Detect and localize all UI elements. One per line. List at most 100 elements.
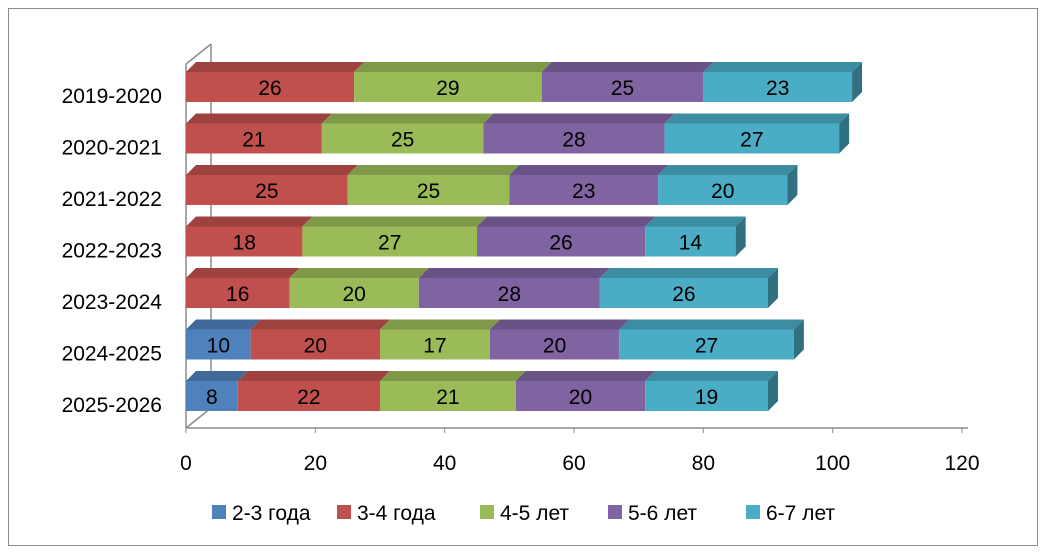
bar-segment: [186, 72, 355, 102]
bar-top-face: [302, 216, 487, 227]
data-label: 25: [391, 129, 414, 152]
bar-top-face: [664, 113, 850, 124]
bar-top-face: [418, 268, 610, 278]
bar-segment: [703, 72, 853, 102]
bar-top-face: [321, 113, 494, 124]
bar-segment: [186, 175, 348, 205]
bar-top-face: [515, 371, 656, 381]
legend-label: 5-6 лет: [628, 502, 697, 525]
bar-segment: [289, 278, 419, 308]
data-label: 20: [711, 180, 734, 203]
bar-side-face: [768, 371, 778, 411]
bar-segment: [380, 329, 490, 360]
data-label: 22: [297, 386, 320, 409]
bar-top-face: [237, 371, 390, 381]
data-label: 27: [695, 335, 718, 358]
bar-top-face: [186, 113, 332, 124]
data-label: 25: [255, 180, 278, 203]
bar-side-face: [768, 268, 778, 308]
bar-segment: [186, 123, 322, 154]
bar-segment: [186, 226, 303, 257]
bar-segment: [186, 381, 238, 411]
data-label: 21: [436, 386, 459, 409]
bar-top-face: [380, 319, 500, 330]
bar-top-face: [186, 216, 313, 227]
bar-top-face: [703, 62, 863, 72]
bar-segment: [619, 329, 794, 360]
x-tick-label: 20: [304, 452, 327, 475]
bar-segment: [477, 226, 646, 257]
bar-top-face: [186, 62, 365, 72]
y-tick-label: 2020-2021: [62, 137, 162, 160]
bar-segment: [380, 381, 516, 411]
legend-swatch: [480, 505, 494, 519]
bar-top-face: [186, 371, 248, 381]
data-label: 20: [569, 386, 592, 409]
bar-top-face: [483, 113, 675, 124]
bar-segment: [664, 123, 840, 154]
legend-swatch: [337, 505, 351, 519]
legend-swatch: [608, 505, 622, 519]
bar-segment: [599, 278, 768, 308]
x-tick-label: 60: [562, 452, 585, 475]
data-label: 14: [679, 232, 703, 255]
legend-label: 3-4 года: [357, 502, 436, 525]
legend-label: 2-3 года: [232, 502, 311, 525]
bar-top-face: [509, 165, 669, 175]
data-label: 20: [304, 335, 327, 358]
bar-top-face: [289, 268, 429, 278]
legend-label: 4-5 лет: [500, 502, 569, 525]
bar-top-face: [250, 319, 390, 330]
bar-top-face: [658, 165, 798, 175]
bar-top-face: [619, 319, 804, 330]
data-label: 27: [740, 129, 763, 152]
legend-label: 6-7 лет: [766, 502, 835, 525]
data-label: 28: [498, 283, 521, 306]
data-label: 25: [611, 77, 634, 100]
bar-top-face: [541, 62, 714, 72]
bar-segment: [186, 278, 290, 308]
bar-top-face: [645, 371, 778, 381]
x-tick-label: 100: [815, 452, 850, 475]
bar-top-face: [489, 319, 630, 330]
data-label: 21: [242, 129, 265, 152]
bar-side-face: [735, 216, 746, 257]
data-label: 16: [226, 283, 249, 306]
x-tick-label: 80: [692, 452, 715, 475]
bar-top-face: [347, 165, 520, 175]
bar-top-face: [186, 319, 261, 330]
axis-depth-line-top: [185, 43, 212, 65]
bar-side-face: [839, 113, 850, 154]
axis-depth-line-bottom: [185, 407, 212, 429]
data-label: 20: [342, 283, 365, 306]
bar-top-face: [186, 268, 300, 278]
bar-segment: [541, 72, 704, 102]
data-label: 23: [766, 77, 789, 100]
bar-top-face: [477, 216, 656, 227]
bar-top-face: [186, 165, 358, 175]
x-tick-label: 0: [180, 452, 192, 475]
x-tick-label: 40: [433, 452, 456, 475]
data-label: 10: [207, 335, 230, 358]
bar-top-face: [645, 216, 746, 227]
data-label: 8: [206, 386, 218, 409]
y-tick-label: 2022-2023: [62, 240, 162, 263]
bar-segment: [354, 72, 542, 102]
bar-segment: [418, 278, 600, 308]
bar-segment: [186, 329, 251, 360]
data-label: 29: [436, 77, 459, 100]
bar-segment: [250, 329, 380, 360]
y-tick-label: 2024-2025: [62, 343, 162, 366]
bar-side-face: [852, 62, 863, 102]
data-label: 26: [549, 232, 572, 255]
bar-segment: [483, 123, 665, 154]
bar-side-face: [793, 319, 804, 360]
x-tick-label: 120: [944, 452, 979, 475]
y-tick-label: 2023-2024: [62, 291, 163, 314]
data-label: 25: [417, 180, 440, 203]
legend-swatch: [212, 505, 226, 519]
legend-swatch: [746, 505, 760, 519]
bar-segment: [489, 329, 620, 360]
y-tick-label: 2021-2022: [62, 188, 162, 211]
